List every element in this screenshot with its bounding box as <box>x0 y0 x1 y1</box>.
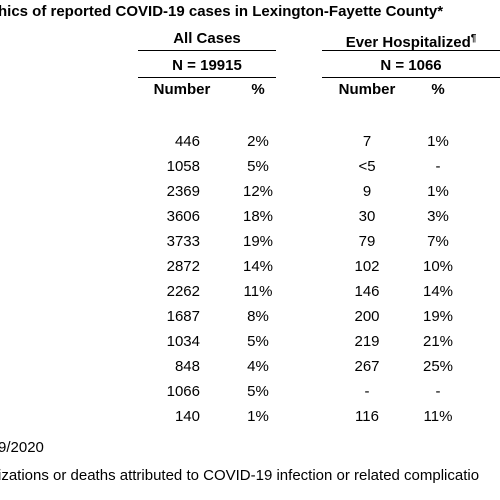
column-header: Number <box>338 81 396 98</box>
footnote: 9/2020 <box>0 439 44 456</box>
header-rule <box>322 77 500 78</box>
cell: 848 <box>174 358 200 375</box>
column-header: Number <box>153 81 211 98</box>
cell: 8% <box>247 308 269 325</box>
cell: 219 <box>354 333 380 350</box>
cell: 25% <box>422 358 454 375</box>
cell: 4% <box>247 358 269 375</box>
cell: 10% <box>422 258 454 275</box>
group-header: Ever Hospitalized¶ <box>345 33 477 51</box>
cell: 1% <box>427 183 449 200</box>
cell: 2262 <box>166 283 200 300</box>
cell: 146 <box>354 283 380 300</box>
cell: 3606 <box>166 208 200 225</box>
group-n: N = 1066 <box>380 57 442 74</box>
cell: 11% <box>423 408 453 425</box>
cell: 446 <box>174 133 200 150</box>
cell: 79 <box>358 233 376 250</box>
group-n: N = 19915 <box>172 57 242 74</box>
cell: 1687 <box>166 308 200 325</box>
column-header: % <box>431 81 445 98</box>
cell: 1034 <box>166 333 200 350</box>
cell: 2369 <box>166 183 200 200</box>
header-rule <box>138 50 276 51</box>
header-rule <box>138 77 276 78</box>
cell: 5% <box>247 383 269 400</box>
cell: 19% <box>422 308 454 325</box>
cell: 2872 <box>166 258 200 275</box>
cell: 1066 <box>166 383 200 400</box>
group-header: All Cases <box>173 30 241 47</box>
cell: 3% <box>427 208 449 225</box>
title: hics of reported COVID-19 cases in Lexin… <box>0 3 444 20</box>
header-rule <box>322 50 500 51</box>
cell: 1% <box>247 408 269 425</box>
cell: 7 <box>362 133 372 150</box>
cell: 116 <box>355 408 379 425</box>
cell: 140 <box>174 408 200 425</box>
cell: 12% <box>242 183 274 200</box>
cell: 21% <box>422 333 454 350</box>
cell: 30 <box>358 208 376 225</box>
cell: 267 <box>354 358 380 375</box>
cell: 200 <box>354 308 380 325</box>
cell: 1058 <box>166 158 200 175</box>
cell: 7% <box>427 233 449 250</box>
cell: 14% <box>242 258 274 275</box>
cell: 19% <box>242 233 274 250</box>
cell: 18% <box>242 208 274 225</box>
cell: 11% <box>243 283 273 300</box>
cell: - <box>435 158 441 175</box>
footnote-mark: ¶ <box>470 33 477 44</box>
cell: <5 <box>358 158 376 175</box>
cell: 3733 <box>166 233 200 250</box>
cell: 102 <box>354 258 380 275</box>
column-header: % <box>251 81 265 98</box>
cell: - <box>364 383 370 400</box>
cell: 9 <box>362 183 372 200</box>
cell: 1% <box>427 133 449 150</box>
cell: - <box>435 383 441 400</box>
cell: 5% <box>247 158 269 175</box>
cell: 5% <box>247 333 269 350</box>
cell: 14% <box>422 283 454 300</box>
footnote: izations or deaths attributed to COVID-1… <box>0 467 480 484</box>
cell: 2% <box>247 133 269 150</box>
